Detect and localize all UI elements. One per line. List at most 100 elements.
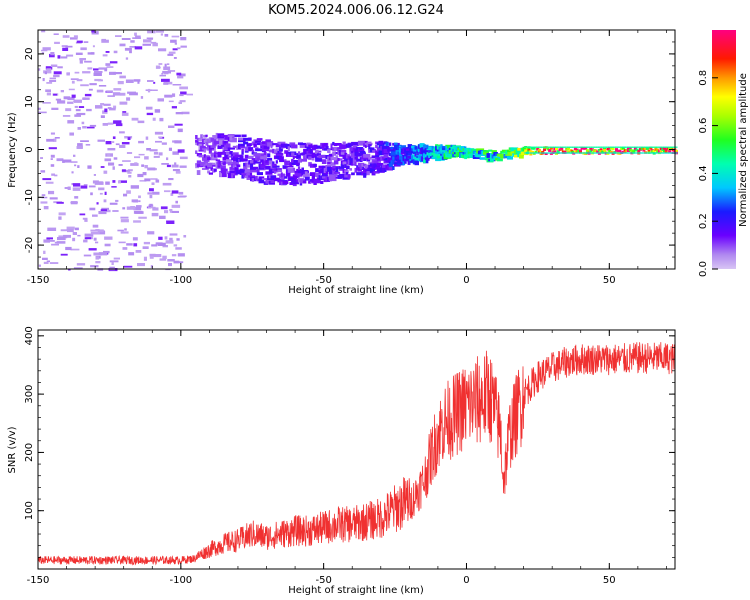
spectrogram-cell [351,162,354,166]
spectrogram-cell [50,158,53,160]
spectrogram-cell [409,147,413,151]
spectrogram-cell [561,150,565,153]
spectrogram-cell [260,156,265,160]
spectrogram-cell [49,79,57,82]
spectrogram-cell [84,219,88,222]
spectrogram-cell [58,235,68,239]
spectrogram-cell [220,168,228,174]
spectrogram-cell [198,154,204,158]
spectrogram-cell [421,156,426,161]
spectrogram-cell [287,168,296,173]
spectrogram-cell [411,148,414,152]
spectrogram-cell [577,149,581,153]
spectrogram-cell [248,147,254,152]
spectrogram-cell [544,146,548,148]
spectrogram-cell [645,152,649,154]
spectrogram-cell [423,158,426,164]
spectrogram-cell [229,151,233,155]
spectrogram-cell [83,184,88,187]
spectrogram-cell [231,157,234,161]
spectrogram-cell [152,89,158,91]
spectrogram-cell [139,180,147,182]
spectrogram-cell [45,181,54,184]
spectrogram-cell [231,164,234,169]
spectrogram-cell [289,177,296,180]
spectrogram-cell [251,149,255,154]
spectrogram-cell [597,149,601,152]
spectrogram-cell [663,152,666,154]
spectrogram-cell [618,146,621,148]
spectrogram-cell [153,155,160,158]
spectrogram-cell [265,159,269,164]
spectrogram-cell [501,149,508,152]
spectrogram-cell [167,70,176,72]
spectrogram-cell [143,241,150,245]
spectrogram-cell [126,152,133,154]
spectrogram-cell [119,101,128,105]
spectrogram-cell [57,66,63,69]
spectrogram-cell [267,142,274,147]
spectrogram-cell [70,37,78,40]
spectrogram-cell [352,145,358,150]
spectrogram-cell [138,153,145,156]
spectrogram-cell [45,66,53,70]
spectrogram-cell [556,146,560,148]
spectrogram-cell [246,163,252,168]
spectrogram-cell [106,66,114,68]
spectrogram-cell [597,152,601,154]
spectrogram-cell [90,192,93,196]
spectrogram-cell [292,179,300,185]
spectrogram-cell [175,200,178,204]
spectrogram-cell [150,41,157,44]
spectrogram-cell [109,71,116,75]
spectrogram-cell [606,146,609,148]
spectrogram-cell [171,190,179,194]
spectrogram-cell [459,151,465,154]
spectrogram-cell [445,146,451,152]
spectrogram-cell [321,174,329,179]
spectrogram-cell [601,146,604,148]
spectrogram-cell [164,94,173,98]
spectrogram-cell [121,142,130,145]
spectrogram-cell [351,172,355,176]
colorbar-tick-label: 0.2 [698,213,709,229]
spectrogram-cell [555,146,558,148]
spectrogram-cell [296,161,300,166]
spectrogram-cell [328,177,337,182]
spectrogram-cell [366,159,371,162]
spectrogram-cell [74,196,79,199]
spectrogram-cell [62,115,71,117]
spectrogram-cell [387,147,395,152]
spectrogram-cell [226,152,233,155]
spectrogram-cell [88,248,97,251]
spectrogram-cell [369,167,375,173]
spectrogram-cell [315,172,321,177]
spectrogram-cell [70,161,78,163]
spectrogram-cell [575,152,579,154]
spectrogram-cell [151,212,159,217]
spectrogram-cell [441,147,448,151]
spectrogram-cell [332,151,336,156]
spectrogram-cell [373,163,377,169]
spectrogram-cell [239,168,246,172]
spectrogram-cell [163,82,169,85]
spectrogram-cell [327,149,331,153]
spectrogram-cell [671,146,675,148]
spectrogram-cell [80,140,89,142]
spectrogram-cell [311,173,315,176]
spectrogram-cell [168,263,172,267]
spectrogram-cell [596,150,600,153]
spectrogram-cell [428,150,435,154]
spectrogram-cell [61,45,68,47]
spectrogram-cell [134,32,137,36]
spectrogram-cell [243,166,248,170]
spectrogram-cell [400,145,407,149]
spectrogram-cell [309,163,317,168]
spectrogram-cell [145,136,149,140]
spectrogram-cell [639,148,642,151]
spectrogram-cell [149,149,158,152]
spectrogram-cell [112,210,119,212]
spectrogram-cell [109,260,119,263]
spectrogram-cell [601,152,604,154]
